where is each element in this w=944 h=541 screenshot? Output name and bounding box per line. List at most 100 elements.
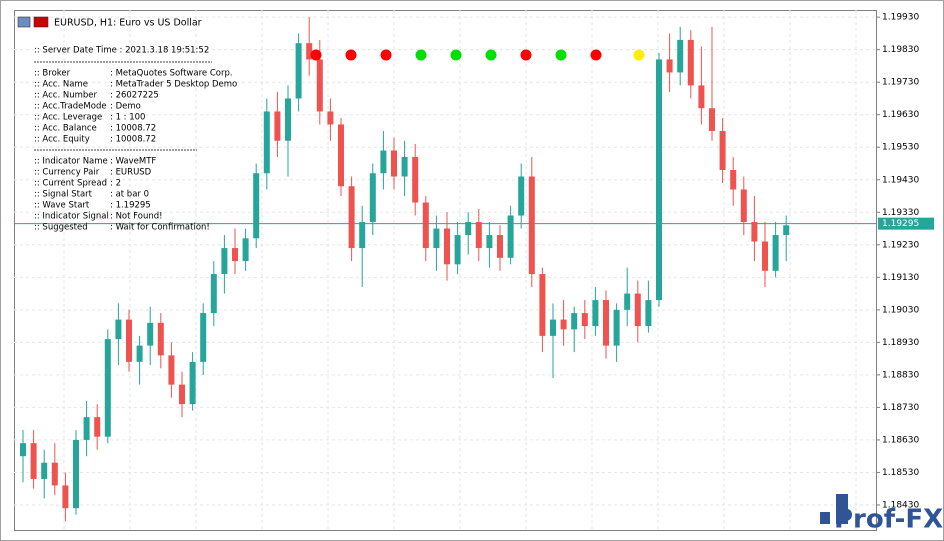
candle-body <box>232 248 238 262</box>
info-value: : 2 <box>110 179 121 189</box>
info-panel: :: Server Date Time : 2021.3.18 19:51:52… <box>34 46 237 233</box>
info-label: :: Acc. Number <box>34 91 97 101</box>
info-value: : 1 : 100 <box>110 113 145 123</box>
candle-body <box>772 235 779 271</box>
candle-body <box>30 443 37 479</box>
info-value: : 1.19295 <box>110 201 151 211</box>
candle-body <box>634 293 641 327</box>
server-time: :: Server Date Time : 2021.3.18 19:51:52 <box>34 46 209 56</box>
candle-body <box>73 439 79 509</box>
candle-body <box>210 274 217 314</box>
candle-body <box>200 313 207 362</box>
info-label: :: Currency Pair <box>34 168 100 178</box>
info-label: :: Suggested <box>34 223 88 233</box>
info-label: :: Current Spread <box>34 179 107 189</box>
info-value: : Not Found! <box>110 212 163 222</box>
current-price-label: 1.19295 <box>882 219 919 229</box>
candle-body <box>698 85 705 109</box>
info-value: : MetaTrader 5 Desktop Demo <box>110 80 237 90</box>
info-value: : Demo <box>110 102 141 112</box>
y-tick-label: 1.18530 <box>882 468 919 478</box>
candle-body <box>603 300 609 346</box>
candle-body <box>285 98 291 141</box>
chart-icon <box>17 16 31 28</box>
info-value: : WaveMTF <box>110 157 156 167</box>
current-price-box <box>878 217 934 230</box>
info-label: :: Indicator Signal <box>34 212 109 222</box>
candle-body <box>433 228 440 249</box>
candle-body <box>677 39 684 73</box>
candle-body <box>465 222 472 236</box>
candle-body <box>20 443 26 457</box>
candle-body <box>581 313 588 327</box>
plot-frame <box>14 10 877 531</box>
candle-body <box>762 241 768 271</box>
candle-body <box>41 462 48 479</box>
candle-body <box>136 345 143 362</box>
candles <box>14 17 876 522</box>
info-value: : 10008.72 <box>110 135 156 145</box>
candle-body <box>168 355 175 385</box>
candle-body <box>295 43 302 99</box>
info-label: :: Acc.TradeMode <box>34 102 107 112</box>
info-value: : at bar 0 <box>110 190 149 200</box>
candle-body <box>380 150 387 174</box>
candle-body <box>51 462 58 486</box>
y-tick-label: 1.19630 <box>882 110 919 120</box>
candle-body <box>316 59 323 112</box>
info-label: :: Broker <box>34 69 71 79</box>
candle-body <box>369 173 376 223</box>
y-tick-label: 1.18730 <box>882 403 919 413</box>
title-bar: EURUSD, H1: Euro vs US Dollar <box>17 16 202 29</box>
y-tick-label: 1.19130 <box>882 273 919 283</box>
candle-body <box>263 111 270 174</box>
candle-body <box>242 238 249 262</box>
info-label: :: Wave Start <box>34 201 90 211</box>
candle-body <box>327 111 334 125</box>
candle-body <box>656 59 662 301</box>
candle-body <box>94 417 101 437</box>
info-label: :: Acc. Balance <box>34 124 97 134</box>
y-tick-label: 1.18630 <box>882 435 919 445</box>
candle-body <box>306 43 313 60</box>
candle-body <box>179 384 185 405</box>
candle-body <box>613 309 620 346</box>
candle-body <box>624 293 631 310</box>
candle-body <box>550 319 556 336</box>
info-value: : Wait for Confirmation! <box>110 223 210 233</box>
candle-body <box>518 176 525 216</box>
candle-body <box>62 485 69 509</box>
candle-body <box>454 235 461 265</box>
candle-body <box>719 130 726 170</box>
candle-body <box>751 222 758 242</box>
y-tick-label: 1.19530 <box>882 143 919 153</box>
y-tick-label: 1.19730 <box>882 78 919 88</box>
y-tick-label: 1.19330 <box>882 208 919 218</box>
signal-dot <box>310 49 322 61</box>
info-value: : EURUSD <box>110 168 152 178</box>
candle-body <box>359 222 366 249</box>
candle-body <box>783 225 790 236</box>
candle-body <box>412 156 419 203</box>
info-label: :: Acc. Leverage <box>34 113 102 123</box>
signal-dot <box>520 49 532 61</box>
candle-body <box>666 59 673 73</box>
candle-body <box>253 173 260 239</box>
candle-body <box>571 313 578 330</box>
signal-dot <box>590 49 602 61</box>
symbol-icon <box>33 16 49 28</box>
info-label: :: Signal Start <box>34 190 93 200</box>
y-tick-label: 1.19830 <box>882 45 919 55</box>
info-label: :: Indicator Name <box>34 157 108 167</box>
candle-body <box>348 186 355 249</box>
candle-body <box>338 124 344 187</box>
signal-dot <box>633 49 645 61</box>
signal-dot <box>485 49 497 61</box>
watermark-bar <box>836 494 848 524</box>
info-label: :: Acc. Equity <box>34 135 90 145</box>
y-tick-label: 1.19430 <box>882 175 919 185</box>
price-axis: 1.19930 1.19830 1.19730 1.19630 1.19530 1.194… <box>876 13 934 510</box>
watermark: Prof-FX <box>820 494 943 535</box>
